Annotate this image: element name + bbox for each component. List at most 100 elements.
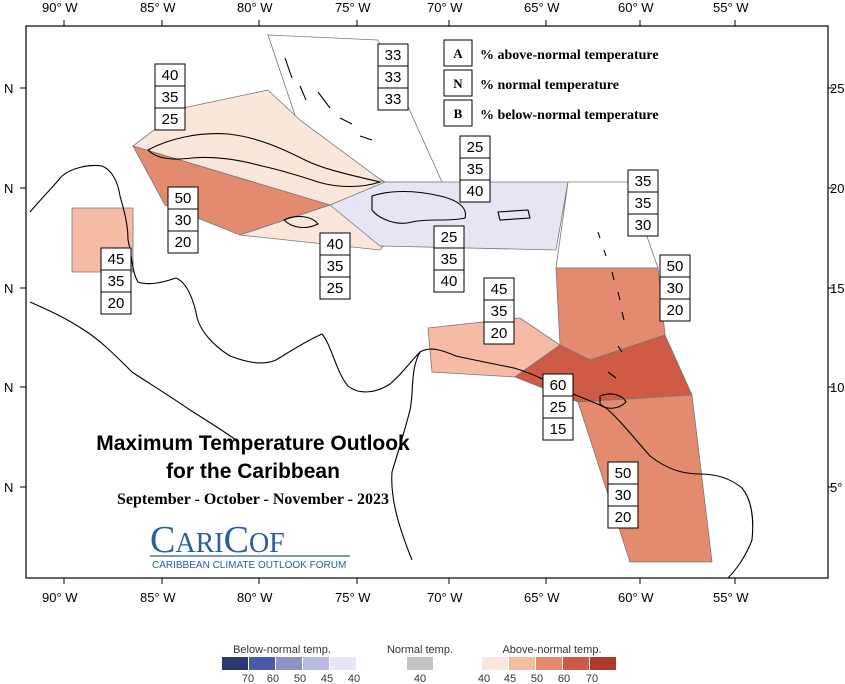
lesser-antilles	[597, 231, 625, 379]
forecast-box-hispaniola-north: 25 35 40	[459, 135, 491, 203]
forecast-below-value: 20	[108, 295, 125, 312]
forecast-box-jamaica: 40 35 25	[319, 232, 351, 300]
lon-label: 60° W	[618, 590, 654, 605]
colorbar-ticks: 70 60 50 45 40 40 40 45 50 60 70	[242, 673, 598, 684]
colorbar-tick: 45	[504, 673, 516, 684]
forecast-cell-bg	[542, 417, 574, 441]
lon-label: 90° W	[42, 590, 78, 605]
forecast-below-value: 33	[385, 91, 402, 108]
colorbar-tick: 70	[586, 673, 598, 684]
mainland-coast	[29, 164, 754, 579]
forecast-box-cuba-north: 40 35 25	[154, 63, 186, 131]
lon-label: 70° W	[427, 590, 463, 605]
colorbar-tick: 60	[267, 673, 279, 684]
forecast-cell-bg	[167, 230, 199, 254]
lon-label: 70° W	[427, 0, 463, 15]
lat-label: 15	[830, 281, 844, 296]
colorbar: Below-normal temp. Normal temp. Above-no…	[222, 644, 616, 684]
forecast-cell-bg	[607, 505, 639, 529]
forecast-above-value: 50	[667, 258, 684, 275]
legend-text-above: % above-normal temperature	[480, 48, 659, 63]
forecast-below-value: 20	[175, 234, 192, 251]
latitude-labels-left: N N N N N	[4, 81, 13, 495]
forecast-below-value: 20	[615, 509, 632, 526]
colorbar-tick: 50	[294, 673, 306, 684]
title-block: Maximum Temperature Outlook for the Cari…	[96, 432, 410, 508]
forecast-box-abc-islands: 45 35 20	[483, 277, 515, 345]
abn-legend: A % above-normal temperature N % normal …	[443, 39, 659, 127]
legend-key-below: B	[454, 106, 463, 121]
lon-label: 90° W	[42, 0, 78, 15]
forecast-normal-value: 30	[175, 212, 192, 229]
bahamas-islands	[284, 57, 373, 141]
lat-label: N	[4, 281, 13, 296]
lon-label: 55° W	[713, 0, 749, 15]
forecast-normal-value: 35	[162, 89, 179, 106]
legend-key-normal: N	[453, 76, 463, 91]
colorbar-below-swatch	[276, 657, 302, 670]
legend-key-above: A	[453, 46, 463, 61]
forecast-below-value: 20	[667, 302, 684, 319]
colorbar-tick: 40	[478, 673, 490, 684]
colorbar-below-swatch	[330, 657, 356, 670]
tick-marks	[20, 20, 834, 584]
longitude-labels-bottom: 90° W 85° W 80° W 75° W 70° W 65° W 60° …	[42, 590, 749, 605]
forecast-below-value: 15	[550, 421, 567, 438]
colorbar-tick: 45	[321, 673, 333, 684]
coastlines	[29, 57, 754, 579]
title-line-1: Maximum Temperature Outlook	[96, 432, 410, 455]
forecast-cell-bg	[377, 87, 409, 111]
forecast-below-value: 25	[327, 280, 344, 297]
forecast-regions	[71, 34, 713, 563]
colorbar-tick: 50	[531, 673, 543, 684]
colorbar-above-swatch	[590, 657, 616, 670]
region-hispaniola	[329, 181, 569, 251]
forecast-normal-value: 33	[385, 69, 402, 86]
forecast-box-bahamas: 33 33 33	[377, 43, 409, 111]
forecast-above-value: 45	[491, 281, 508, 298]
colorbar-normal-swatch	[407, 657, 433, 670]
lon-label: 80° W	[237, 590, 273, 605]
legend-text-below: % below-normal temperature	[480, 108, 659, 123]
forecast-below-value: 40	[441, 273, 458, 290]
forecast-cell-bg	[100, 291, 132, 315]
forecast-below-value: 40	[467, 183, 484, 200]
forecast-cell-bg	[627, 213, 659, 237]
forecast-above-value: 60	[550, 377, 567, 394]
lon-label: 85° W	[140, 0, 176, 15]
forecast-above-value: 50	[615, 465, 632, 482]
cuba-coast	[147, 133, 382, 188]
legend-key-box	[443, 39, 473, 67]
forecast-above-value: 40	[327, 236, 344, 253]
lon-label: 65° W	[524, 590, 560, 605]
puerto-rico-coast	[497, 209, 531, 221]
forecast-above-value: 50	[175, 190, 192, 207]
colorbar-tick: 40	[414, 673, 426, 684]
lat-label: 25	[830, 81, 844, 96]
logo-tagline: CARIBBEAN CLIMATE OUTLOOK FORUM	[152, 560, 346, 571]
forecast-box-trinidad: 60 25 15	[542, 373, 574, 441]
lat-label: N	[4, 480, 13, 495]
forecast-normal-value: 35	[635, 195, 652, 212]
forecast-box-leeward: 35 35 30	[627, 169, 659, 237]
forecast-cell-bg	[459, 179, 491, 203]
forecast-boxes: 33 33 33 40 35 25 50 30 20 45 35 20 40 35 25 25 35 40 25 35…	[100, 43, 691, 529]
colorbar-above-swatch	[482, 657, 508, 670]
central-america-pacific	[29, 301, 237, 441]
forecast-normal-value: 30	[615, 487, 632, 504]
logo-wordmark: CARICOF	[150, 519, 285, 561]
forecast-cell-bg	[483, 321, 515, 345]
colorbar-above-swatch	[536, 657, 562, 670]
forecast-box-guianas: 50 30 20	[607, 461, 639, 529]
forecast-normal-value: 35	[467, 161, 484, 178]
forecast-normal-value: 35	[327, 258, 344, 275]
forecast-below-value: 30	[635, 217, 652, 234]
forecast-cell-bg	[433, 269, 465, 293]
lat-label: N	[4, 181, 13, 196]
jamaica-coast	[283, 215, 319, 229]
lon-label: 75° W	[335, 590, 371, 605]
forecast-box-cuba-south: 50 30 20	[167, 186, 199, 254]
forecast-box-hispaniola-south: 25 35 40	[433, 225, 465, 293]
colorbar-tick: 60	[558, 673, 570, 684]
